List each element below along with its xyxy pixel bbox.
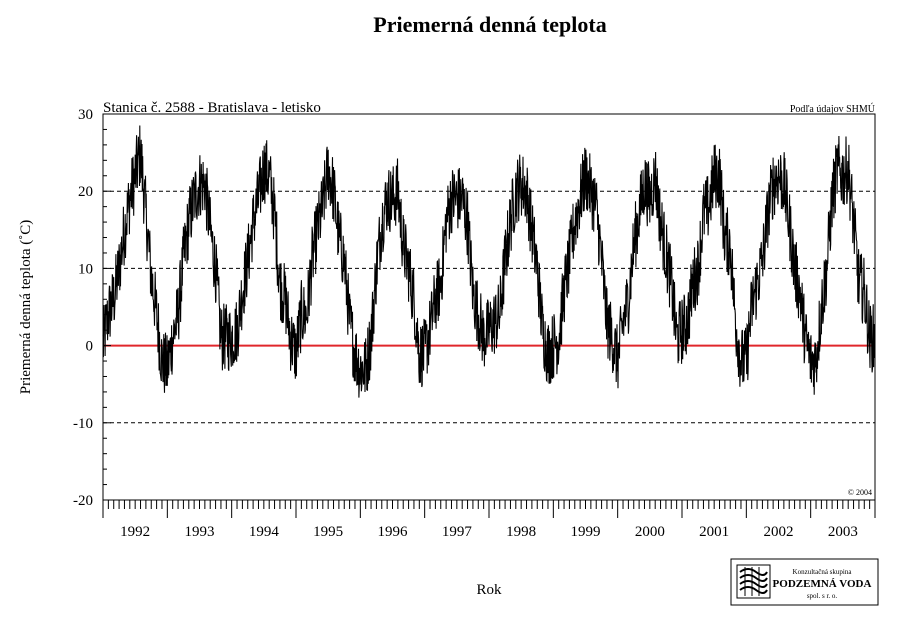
temperature-series-group [102, 125, 876, 398]
y-tick-label: 20 [78, 184, 93, 200]
x-tick-label: 2001 [699, 524, 729, 540]
x-axis: 1992 1993 1994 1995 1996 1997 1998 1999 2000 2001… [102, 500, 876, 540]
y-axis-label: Priemerná denná teplota (˚C) [18, 220, 34, 395]
x-axis-label: Rok [476, 582, 502, 598]
logo-emblem-icon [736, 564, 771, 599]
logo-line-3: spol. s r. o. [807, 592, 838, 600]
y-tick-label: 0 [86, 339, 94, 355]
temperature-series-line [102, 125, 876, 398]
y-axis: 30 20 10 0 -10 -20 [73, 107, 111, 509]
station-subtitle: Stanica č. 2588 - Bratislava - letisko [103, 100, 321, 116]
x-tick-label: 2003 [828, 524, 858, 540]
logo-line-1: Konzultačná skupina [793, 568, 853, 576]
company-logo: Konzultačná skupina PODZEMNÁ VODA spol. … [730, 558, 879, 606]
y-tick-label: 10 [78, 261, 93, 277]
y-tick-label: 30 [78, 107, 93, 123]
x-tick-label: 1995 [313, 524, 343, 540]
copyright-note: © 2004 [848, 488, 872, 497]
plot-area-frame [102, 113, 876, 501]
source-note: Podľa údajov SHMÚ [790, 103, 876, 115]
x-tick-label: 1994 [249, 524, 280, 540]
x-tick-label: 1999 [571, 524, 601, 540]
x-tick-label: 1992 [120, 524, 150, 540]
x-tick-label: 1998 [506, 524, 536, 540]
logo-line-2: PODZEMNÁ VODA [773, 578, 872, 590]
grid-lines [103, 190, 875, 424]
chart-title: Priemerná denná teplota [373, 12, 606, 37]
y-tick-label: -20 [73, 493, 93, 509]
x-tick-label: 1993 [185, 524, 215, 540]
x-tick-label: 2002 [764, 524, 794, 540]
x-tick-label: 1996 [378, 524, 409, 540]
y-tick-label: -10 [73, 416, 93, 432]
x-tick-label: 1997 [442, 524, 473, 540]
x-tick-label: 2000 [635, 524, 665, 540]
